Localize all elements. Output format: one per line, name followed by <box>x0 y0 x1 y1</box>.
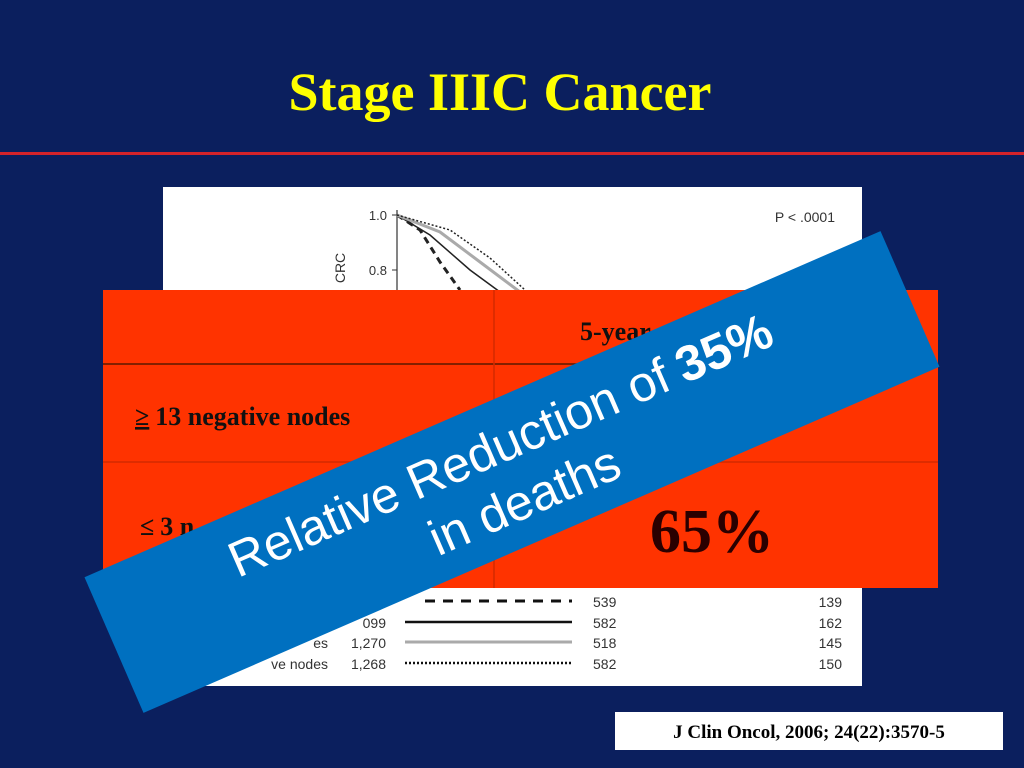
divider <box>0 152 1024 155</box>
legend-b: 145 <box>819 635 843 651</box>
table-cell: ≥13 negative nodes <box>135 402 350 431</box>
slide-title: Stage IIIC Cancer <box>289 62 712 122</box>
citation-box <box>615 712 1003 750</box>
p-value: P < .0001 <box>775 209 835 225</box>
legend-a: 582 <box>593 656 617 672</box>
table-value: 65% <box>650 498 774 566</box>
legend-n: 1,268 <box>351 656 386 672</box>
legend-rows: 539 139 099 582 162 es 1,270 518 145 ve nodes 1,26… <box>271 594 842 672</box>
legend-n: 1,270 <box>351 635 386 651</box>
legend-label: ve nodes <box>271 656 328 672</box>
symbol: ≥ <box>135 402 149 431</box>
y-tick-label: 1.0 <box>369 208 387 223</box>
citation: J Clin Oncol, 2006; 24(22):3570-5 <box>673 722 945 743</box>
legend-b: 162 <box>819 615 843 631</box>
legend-b: 139 <box>819 594 843 610</box>
y-tick-label: 0.8 <box>369 263 387 278</box>
symbol: ≤ <box>140 512 154 541</box>
label: 13 negative nodes <box>155 402 350 431</box>
legend-b: 150 <box>819 656 843 672</box>
curve <box>396 213 521 294</box>
legend-a: 518 <box>593 635 617 651</box>
banner-bg <box>84 231 940 713</box>
y-axis-label: CRC <box>332 253 348 283</box>
legend-n: 099 <box>363 615 387 631</box>
legend-a: 539 <box>593 594 617 610</box>
curve <box>396 214 501 293</box>
legend-a: 582 <box>593 615 617 631</box>
legend-label: es <box>313 635 328 651</box>
